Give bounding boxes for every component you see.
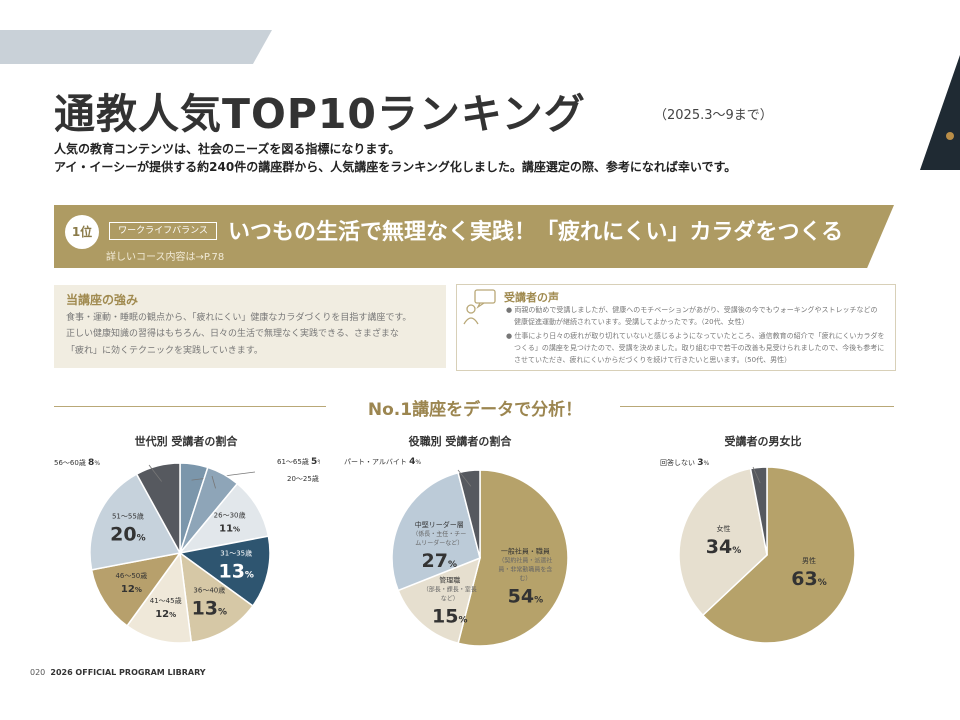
voice-heading: 受講者の声 — [504, 291, 559, 304]
slice-label: 20〜25歳 6% — [287, 474, 320, 484]
intro-text-line-1: 人気の教育コンテンツは、社会のニーズを図る指標になります。 — [54, 142, 401, 156]
voice-text-line: ● 仕事により日々の疲れが取り切れていないと感じるようになっていたところ、通信教… — [506, 332, 885, 340]
pie-slice — [89, 473, 182, 571]
slice-label: 46〜50歳 12% — [115, 571, 147, 595]
strength-heading: 当講座の強み — [66, 293, 139, 307]
slice-label: 41〜45歳 12% — [150, 596, 182, 620]
slice-label: 56〜60歳 8% — [54, 458, 100, 468]
voice-text-line: つくる」の講座を見つけたので、受講を決めました。取り組む中で若干の改善も見受けら… — [514, 344, 885, 352]
slice-label: パート・アルバイト 4% — [344, 457, 421, 467]
slice-label: 31〜35歳 13% — [218, 549, 253, 583]
pie-slice — [126, 551, 193, 644]
strength-text-line: 正しい健康知識の習得はもちろん、日々の生活で無理なく実践できる、さまざまな — [66, 329, 399, 339]
rank-badge: 1位 — [65, 215, 99, 249]
voice-box — [456, 284, 896, 371]
chart-title-generation: 世代別 受講者の割合 — [134, 435, 238, 448]
speech-person-icon — [463, 289, 496, 325]
corner-photo — [920, 55, 960, 170]
voice-text-line: ● 両親の勧めで受講しましたが、健康へのモチベーションがあがり、受講後の今でもウ… — [506, 306, 878, 314]
slice-label: 女性 34% — [706, 524, 741, 558]
intro-text-line-2: アイ・イーシーが提供する約240件の講座群から、人気講座をランキング化しました。… — [54, 160, 737, 174]
pie-chart-gender: 男性 63% 女性 34% 回答しない 3% — [660, 458, 856, 644]
page-footer: 020 2026 OFFICIAL PROGRAM LIBRARY — [30, 668, 206, 677]
pie-slice — [178, 535, 271, 607]
header-accent-band — [0, 30, 272, 64]
strength-text-line: 「疲れ」に効くテクニックを実践していきます。 — [66, 346, 263, 356]
slice-label: 管理職（部長・課長・室長など） 15% — [423, 575, 477, 627]
chart-title-position: 役職別 受講者の割合 — [408, 435, 512, 448]
divider-line — [54, 406, 326, 407]
pie-slice — [135, 462, 181, 554]
leader-line — [752, 466, 761, 484]
leader-line — [148, 464, 162, 482]
slice-label: 61〜65歳 5% — [277, 457, 320, 467]
course-page-link[interactable]: 詳しいコース内容は→P.78 — [106, 252, 225, 263]
rank-banner — [54, 205, 894, 268]
strength-box — [54, 285, 446, 368]
chart-title-gender: 受講者の男女比 — [724, 435, 802, 448]
pie-slice — [678, 467, 768, 617]
page-title: 通教人気TOP10ランキング — [54, 90, 586, 138]
slice-label: 一般社員・職員（契約社員・派遣社員・非常勤職員を含む） 54% — [498, 547, 552, 608]
page-number: 020 — [30, 668, 46, 677]
slice-label: 26〜30歳 11% — [214, 511, 246, 535]
period-label: （2025.3〜9まで） — [654, 108, 773, 123]
pie-chart-position: 一般社員・職員（契約社員・派遣社員・非常勤職員を含む） 54% 管理職（部長・課長・… — [344, 457, 569, 647]
slice-label: 中堅リーダー層（係長・主任・チームリーダーなど） 27% — [412, 520, 466, 572]
pie-slice — [457, 469, 481, 559]
pie-slice — [701, 466, 856, 644]
pie-slice — [391, 471, 481, 592]
pie-slice — [90, 551, 182, 627]
divider-line — [620, 406, 894, 407]
category-tag: ワークライフバランス — [109, 222, 217, 240]
slice-label: 51〜55歳 20% — [110, 511, 145, 545]
pie-slice — [179, 551, 254, 644]
library-name: 2026 OFFICIAL PROGRAM LIBRARY — [50, 668, 206, 677]
pie-slice — [457, 469, 569, 647]
leader-line — [457, 469, 472, 487]
strength-text-line: 食事・運動・睡眠の観点から、「疲れにくい」健康なカラダづくりを目指す講座です。 — [66, 313, 412, 323]
slice-label: 回答しない 3% — [660, 458, 710, 468]
slice-label: 男性 63% — [791, 556, 826, 590]
analysis-heading: No.1講座をデータで分析！ — [367, 400, 583, 420]
leader-line — [211, 475, 216, 489]
course-title: いつもの生活で無理なく実践！「疲れにくい」カラダをつくる — [228, 220, 844, 245]
pie-slice — [749, 466, 768, 556]
slice-label: 36〜40歳 13% — [192, 586, 227, 620]
voice-text-line: 健康促進運動が継続されています。受講してよかったです。（20代、女性） — [514, 318, 749, 326]
pie-slice — [397, 556, 482, 645]
voice-text-line: させていただき、疲れにくいからだづくりを続けて行きたいと思います。（50代、男性… — [514, 356, 792, 364]
